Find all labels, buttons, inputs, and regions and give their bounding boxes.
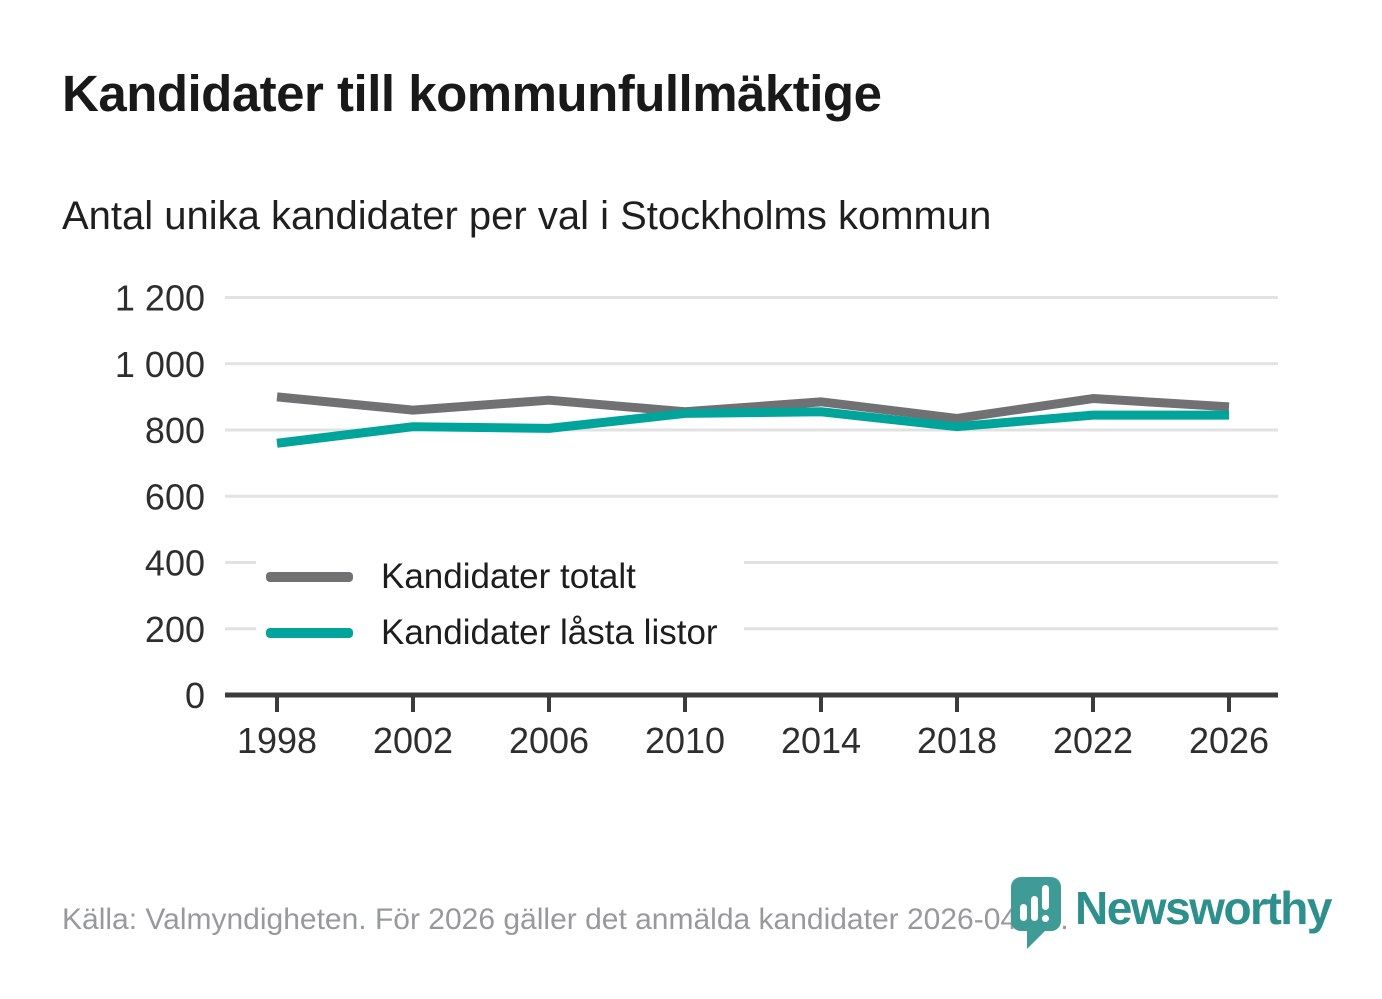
y-tick-label: 1 000 [115, 344, 205, 385]
x-tick-label: 2022 [1053, 720, 1133, 761]
series-line-1 [276, 407, 1229, 448]
y-tick-label: 1 200 [115, 278, 205, 319]
y-tick-label: 400 [145, 543, 205, 584]
legend-label-totalt: Kandidater totalt [381, 557, 636, 596]
y-tick-label: 800 [145, 410, 205, 451]
x-tick-label: 2002 [373, 720, 453, 761]
legend-item-lasta-listor: Kandidater låsta listor [266, 605, 718, 661]
legend-item-totalt: Kandidater totalt [266, 549, 718, 605]
series-line-0 [276, 392, 1230, 423]
legend-label-lasta-listor: Kandidater låsta listor [381, 613, 718, 652]
source-note: Källa: Valmyndigheten. För 2026 gäller d… [62, 903, 1069, 936]
x-tick-label: 2018 [917, 720, 997, 761]
line-chart: 0 200 400 600 800 1 000 1 200 1998 2002 2006 2010 2… [115, 278, 1278, 761]
chart-subtitle: Antal unika kandidater per val i Stockho… [62, 194, 992, 238]
bar-chart-pin-icon [1011, 877, 1061, 949]
x-tick-label: 2010 [645, 720, 725, 761]
chart-title: Kandidater till kommunfullmäktige [62, 65, 882, 122]
x-tick-label: 1998 [237, 720, 317, 761]
y-tick-label: 600 [145, 476, 205, 517]
legend-swatch-lasta-listor [266, 628, 353, 638]
x-tick-label: 2026 [1189, 720, 1269, 761]
newsworthy-logo: Newsworthy [1011, 877, 1332, 949]
y-tick-label: 200 [145, 609, 205, 650]
chart-legend: Kandidater totalt Kandidater låsta listo… [256, 541, 744, 669]
x-tick-label: 2014 [781, 720, 861, 761]
x-tick-label: 2006 [509, 720, 589, 761]
newsworthy-wordmark: Newsworthy [1075, 882, 1332, 934]
y-tick-label: 0 [185, 675, 205, 716]
legend-swatch-totalt [266, 572, 353, 582]
